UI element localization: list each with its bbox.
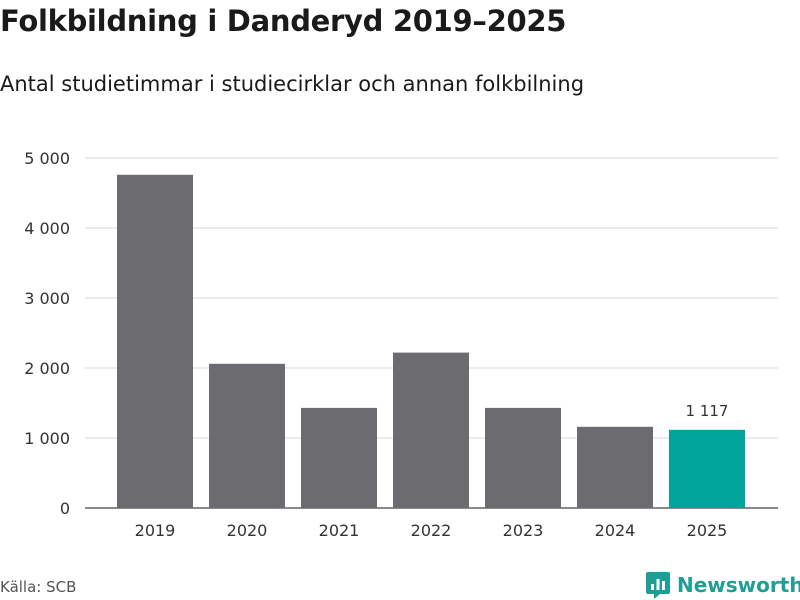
bar-2024 [577,426,653,508]
y-tick-label: 3 000 [24,289,70,308]
y-tick-label: 2 000 [24,359,70,378]
bar-2022 [393,352,469,508]
chart-title: Folkbildning i Danderyd 2019–2025 [0,4,567,38]
source-note: Källa: SCB [0,578,77,596]
brand-name: Newsworthy [677,573,800,597]
x-tick-label: 2024 [595,521,636,540]
chart-subtitle: Antal studietimmar i studiecirklar och a… [0,72,585,96]
x-tick-label: 2022 [411,521,452,540]
y-tick-label: 4 000 [24,219,70,238]
bar-2019 [117,174,193,509]
bar-2023 [485,407,561,508]
x-tick-label: 2023 [503,521,544,540]
data-label: 1 117 [686,402,729,420]
y-tick-label: 1 000 [24,429,70,448]
bar-2020 [209,363,285,508]
bar-2021 [301,407,377,508]
x-tick-label: 2020 [227,521,268,540]
x-tick-label: 2021 [319,521,360,540]
x-tick-label: 2019 [135,521,176,540]
y-tick-label: 5 000 [24,149,70,168]
newsworthy-logo-icon [646,572,670,599]
bar-2025 [669,429,745,508]
x-tick-label: 2025 [687,521,728,540]
y-tick-label: 0 [60,499,70,518]
brand-logo: Newsworthy [645,570,800,600]
